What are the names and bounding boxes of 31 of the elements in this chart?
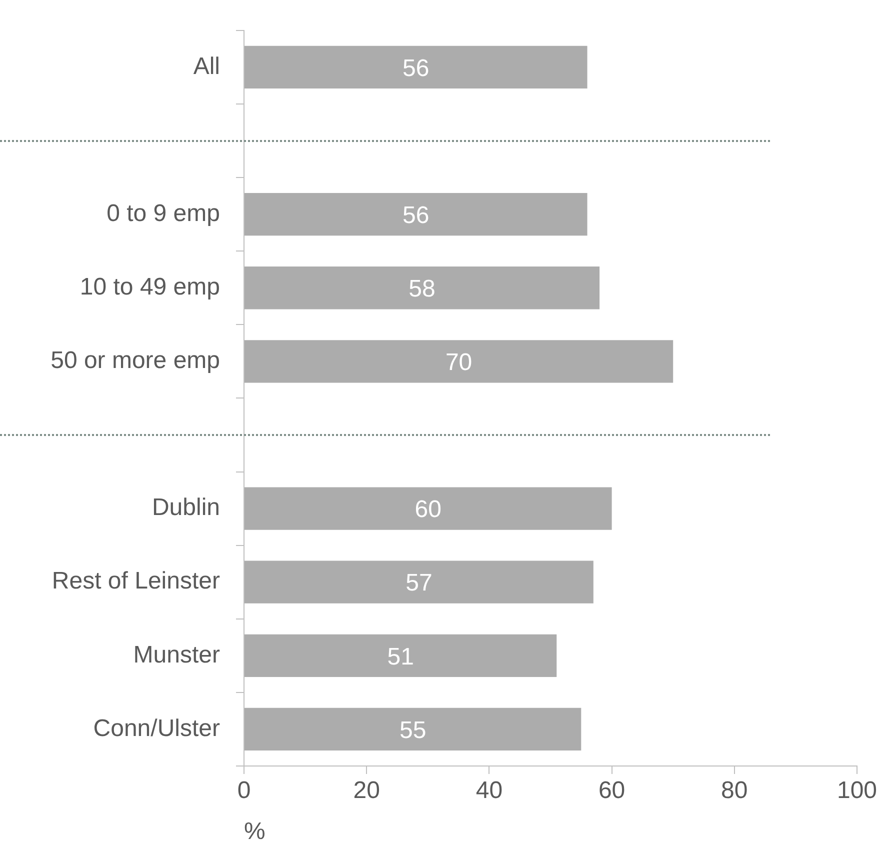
x-tick-label: 60 — [598, 777, 626, 804]
x-tick-label: 0 — [237, 777, 251, 804]
y-tick-label: 10 to 49 emp — [80, 273, 220, 300]
x-tick-label: 40 — [476, 777, 503, 804]
data-label: 70 — [445, 349, 472, 376]
x-tick-label: 20 — [353, 777, 380, 804]
bar — [244, 487, 612, 530]
bar — [244, 192, 588, 236]
x-tick-label: 100 — [836, 777, 878, 804]
data-label: 51 — [387, 643, 414, 670]
data-label: 57 — [406, 570, 432, 597]
x-axis-title: % — [244, 818, 266, 846]
y-tick-label: 50 or more emp — [50, 347, 220, 374]
data-label: 58 — [408, 275, 436, 302]
bar — [244, 708, 582, 751]
y-tick-label: Dublin — [152, 494, 220, 522]
data-label: 55 — [399, 716, 426, 744]
x-tick-label: 80 — [721, 777, 748, 804]
bar — [244, 340, 674, 383]
bar — [244, 266, 600, 310]
bar — [244, 560, 594, 604]
data-label: 60 — [414, 496, 442, 524]
bar — [244, 46, 588, 89]
y-tick-label: Munster — [133, 641, 220, 668]
y-tick-label: Rest of Leinster — [52, 568, 220, 595]
y-tick-label: 0 to 9 emp — [106, 200, 220, 227]
y-tick-label: Conn/Ulster — [93, 714, 220, 742]
data-label: 56 — [402, 202, 430, 229]
bar — [244, 634, 557, 677]
y-tick-label: All — [193, 52, 220, 80]
data-label: 56 — [402, 54, 430, 82]
